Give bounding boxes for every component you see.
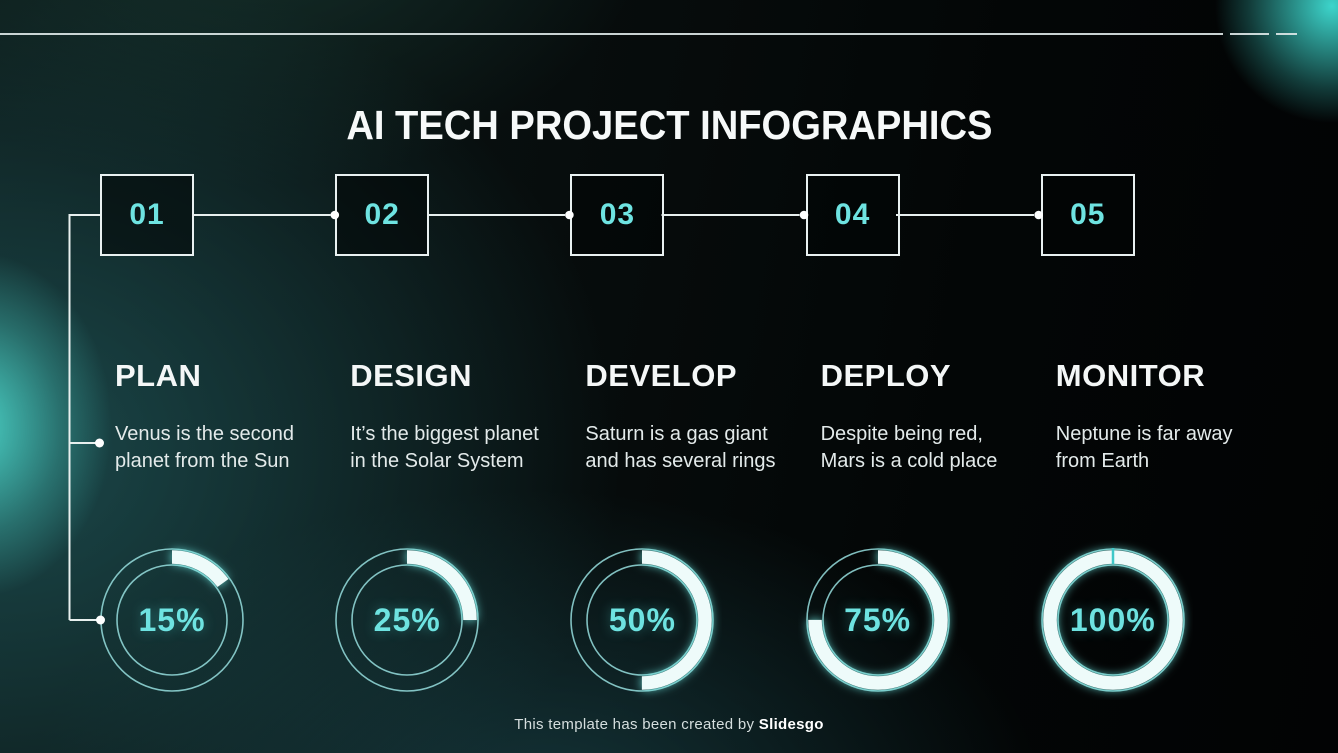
description-line: It’s the biggest planet — [350, 423, 539, 445]
step-box: 05 — [1040, 174, 1135, 256]
progress-donut: 75% — [798, 540, 958, 700]
footer-brand: Slidesgo — [758, 716, 824, 733]
step-box: 03 — [570, 174, 665, 256]
percent-label: 100% — [1069, 601, 1156, 638]
donut-chart-svg — [335, 548, 479, 692]
progress-donut: 50% — [562, 540, 722, 700]
step-number: 02 — [364, 198, 400, 231]
step-number: 01 — [129, 198, 165, 231]
step-column-deploy: 04 DEPLOY Despite being red, Mars is a c… — [805, 0, 1041, 753]
donut-chart-svg — [1040, 548, 1185, 692]
description-line: Venus is the second — [115, 423, 295, 445]
top-line-segment — [0, 33, 1223, 35]
percent-label: 25% — [373, 601, 441, 638]
step-title: DESIGN — [350, 358, 473, 393]
percent-label: 50% — [608, 601, 676, 638]
page-title: AI TECH PROJECT INFOGRAPHICS — [345, 102, 993, 149]
step-title: DEPLOY — [820, 358, 952, 393]
step-box: 04 — [805, 174, 900, 256]
step-title: MONITOR — [1055, 358, 1206, 393]
description-line: Neptune is far away — [1055, 423, 1233, 445]
top-line-dash — [1276, 33, 1297, 35]
description-line: in the Solar System — [350, 450, 524, 472]
step-description: Venus is the second planet from the Sun — [115, 421, 294, 475]
steps-grid: 01 PLAN Venus is the second planet from … — [100, 0, 1276, 753]
top-line-dash — [1230, 33, 1269, 35]
step-number: 04 — [834, 198, 871, 231]
step-title: PLAN — [115, 358, 202, 393]
step-description: Despite being red, Mars is a cold place — [821, 421, 998, 475]
donut-chart-svg — [805, 548, 950, 692]
step-column-monitor: 05 MONITOR Neptune is far away from Eart… — [1040, 0, 1276, 753]
step-description: Neptune is far away from Earth — [1056, 421, 1233, 475]
percent-label: 15% — [138, 601, 206, 638]
step-column-develop: 03 DEVELOP Saturn is a gas giant and has… — [570, 0, 805, 753]
progress-donut: 15% — [92, 540, 252, 700]
footer-text: This template has been created by — [514, 716, 755, 733]
step-box: 01 — [100, 174, 194, 256]
description-line: Saturn is a gas giant — [585, 423, 768, 445]
description-line: Mars is a cold place — [820, 450, 998, 472]
footer-credit: This template has been created by Slides… — [0, 716, 1338, 733]
step-description: It’s the biggest planet in the Solar Sys… — [350, 421, 539, 475]
step-number: 03 — [599, 198, 636, 231]
progress-donut: 25% — [327, 540, 487, 700]
step-column-plan: 01 PLAN Venus is the second planet from … — [100, 0, 335, 753]
percent-label: 75% — [844, 601, 912, 638]
step-column-design: 02 DESIGN It’s the biggest planet in the… — [335, 0, 570, 753]
step-number: 05 — [1070, 198, 1106, 231]
progress-donut: 100% — [1033, 540, 1193, 700]
step-description: Saturn is a gas giant and has several ri… — [585, 421, 775, 475]
description-line: and has several rings — [585, 450, 776, 472]
step-box: 02 — [335, 174, 430, 256]
donut-chart-svg — [570, 548, 715, 692]
description-line: from Earth — [1055, 450, 1150, 472]
step-title: DEVELOP — [585, 358, 738, 393]
description-line: Despite being red, — [820, 423, 983, 445]
description-line: planet from the Sun — [115, 450, 290, 472]
